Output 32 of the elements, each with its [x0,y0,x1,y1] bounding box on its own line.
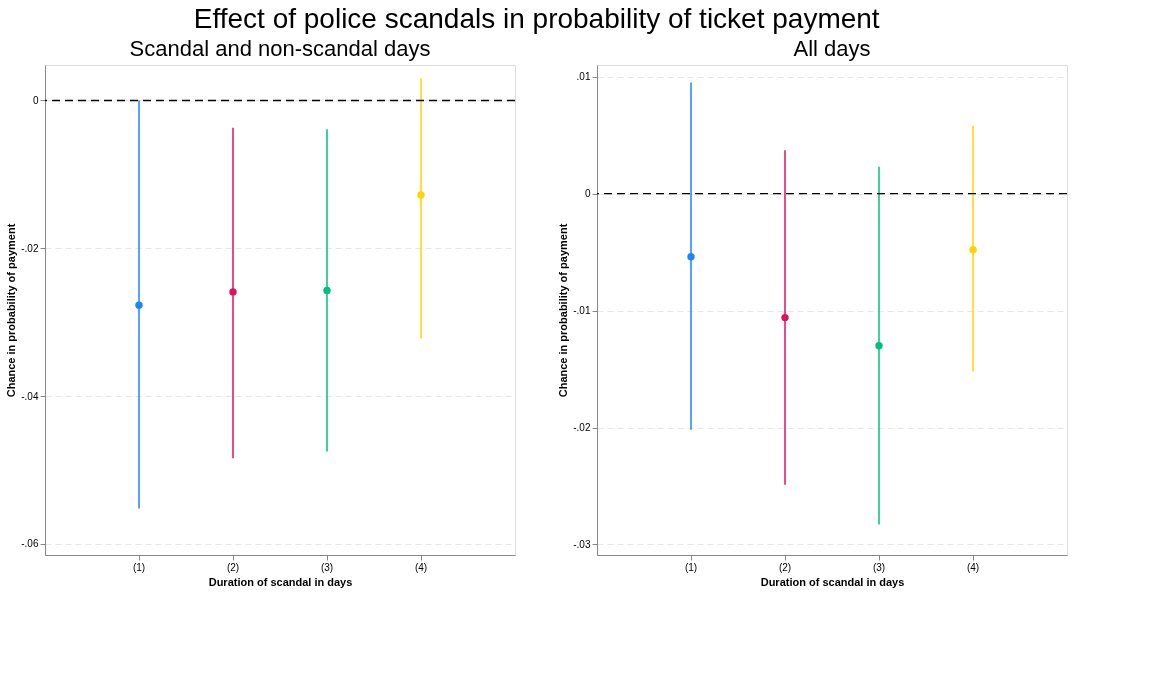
point [135,301,143,309]
y-tick-label: -.04 [21,390,39,402]
y-tick-label: -.01 [573,305,591,317]
point [229,288,237,296]
x-tick-label: (1) [132,561,146,573]
y-tick-label: -.02 [21,242,39,254]
y-tick-label: -.03 [573,538,591,550]
y-tick-label: -.02 [573,422,591,434]
x-tick-label: (3) [872,561,886,573]
x-tick-label: (2) [778,561,792,573]
point [875,341,883,350]
point [417,191,425,199]
x-tick-label: (2) [226,561,240,573]
x-tick-label: (1) [684,561,698,573]
point [969,246,977,254]
y-tick-label: 0 [32,94,39,106]
x-axis-title: Duration of scandal in days [760,575,905,588]
x-tick-label: (3) [320,561,334,573]
y-tick-label: 0 [584,188,591,200]
chart-title: Scandal and non-scandal days [129,36,431,61]
x-tick-label: (4) [414,561,428,573]
y-axis-title: Chance in probability of payment [557,223,570,398]
y-axis-title: Chance in probability of payment [5,223,18,398]
point [687,253,695,261]
point [781,313,789,322]
x-tick-label: (4) [966,561,980,573]
text: Effect of police scandals in probability of ticket payment [193,2,880,34]
y-tick-label: -.06 [21,538,39,550]
y-tick-label: .01 [576,71,591,83]
x-axis-title: Duration of scandal in days [208,575,353,588]
chart-title: All days [793,36,871,61]
point [323,286,331,295]
